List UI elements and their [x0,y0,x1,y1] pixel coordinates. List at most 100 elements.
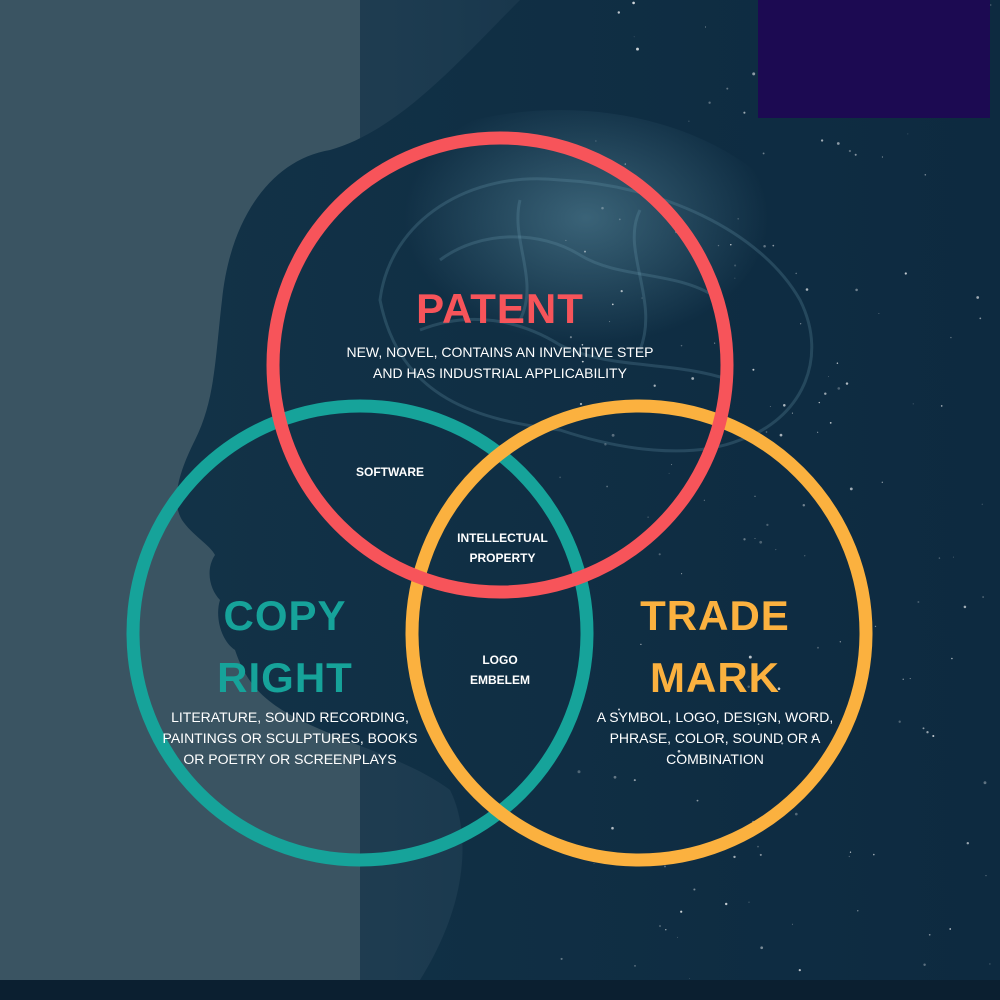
star-dot [800,323,802,325]
copyright-title-line: RIGHT [217,654,353,701]
star-dot [760,946,764,950]
star-dot [593,863,595,864]
star-dot [762,152,765,155]
star-dot [829,421,832,424]
star-dot [878,313,880,314]
star-dot [932,734,935,738]
star-dot [898,720,901,723]
star-dot [828,376,829,378]
star-dot [772,244,775,247]
star-dot [928,933,931,936]
star-dot [839,641,841,643]
star-dot [668,472,670,474]
star-dot [611,433,615,437]
star-dot [595,140,597,142]
star-dot [775,549,777,551]
trademark-title-line: MARK [650,654,780,701]
star-dot [633,779,636,782]
copyright-description: LITERATURE, SOUND RECORDING, PAINTINGS O… [155,707,425,770]
star-dot [653,384,656,387]
star-dot [836,142,840,145]
star-dot [757,723,760,725]
star-dot [950,336,952,339]
copyright-circle [126,399,594,867]
copyright-title: COPY RIGHT [165,585,405,709]
star-dot [881,481,883,483]
star-dot [805,288,809,291]
star-dot [757,845,759,848]
star-dot [754,495,756,497]
logo-emblem-line: EMBELEM [470,673,530,687]
star-dot [671,464,673,466]
star-dot [817,646,819,649]
trademark-description-line: PHRASE, COLOR, SOUND OR A [609,730,821,746]
star-dot [940,405,943,407]
star-dot [874,625,877,628]
star-dot [689,978,691,980]
star-dot [873,853,875,856]
star-dot [710,688,713,691]
star-dot [636,47,639,51]
star-dot [902,678,904,680]
patent-circle [266,131,734,599]
star-dot [647,516,649,518]
star-dot [634,965,636,967]
brain-shape [378,177,814,453]
star-dot [567,302,570,305]
star-dot [711,617,713,619]
star-dot [676,936,678,938]
star-dot [912,403,914,405]
star-dot [982,596,984,598]
star-dot [848,149,852,153]
star-dot [577,770,581,774]
intellectual-property-line: PROPERTY [469,551,536,565]
star-dot [611,303,614,306]
star-dot [579,402,583,406]
star-dot [659,925,661,927]
star-dot [857,910,859,912]
star-dot [730,243,732,246]
star-dot [726,87,729,90]
patent-description-line: NEW, NOVEL, CONTAINS AN INVENTIVE STEP [346,344,654,360]
star-dot [938,557,941,559]
trademark-description-line: A SYMBOL, LOGO, DESIGN, WORD, [596,709,834,725]
star-dot [569,336,572,339]
star-dot [609,321,611,323]
star-dot [624,163,626,165]
star-dot [734,264,737,267]
star-dot [976,296,980,299]
star-dot [845,382,849,385]
star-dot [881,156,883,158]
star-dot [952,556,954,558]
star-dot [855,288,858,292]
star-dot [922,727,925,730]
star-dot [769,405,771,407]
star-dot [614,712,618,716]
trademark-circle [405,399,873,867]
bottom-band [0,980,1000,1000]
star-dot [754,538,756,539]
copyright-description-line: OR POETRY OR SCREENPLAYS [183,751,397,767]
star-dot [759,540,763,544]
star-dot [733,855,736,859]
star-dot [581,360,584,363]
software-label: SOFTWARE [356,465,424,479]
star-dot [951,657,953,660]
star-dot [677,749,681,753]
star-dot [759,853,762,856]
logo-emblem-line: LOGO [482,653,518,667]
star-dot [581,344,584,346]
star-dot [949,928,952,930]
star-dot [926,731,929,734]
star-dot [641,297,643,299]
trademark-description: A SYMBOL, LOGO, DESIGN, WORD, PHRASE, CO… [590,707,840,770]
star-dot [734,277,736,279]
star-dot [752,72,756,76]
copyright-description-line: PAINTINGS OR SCULPTURES, BOOKS [162,730,418,746]
star-dot [587,347,589,350]
star-dot [665,929,667,931]
star-dot [837,387,841,390]
star-dot [611,826,614,830]
star-dot [601,206,604,210]
